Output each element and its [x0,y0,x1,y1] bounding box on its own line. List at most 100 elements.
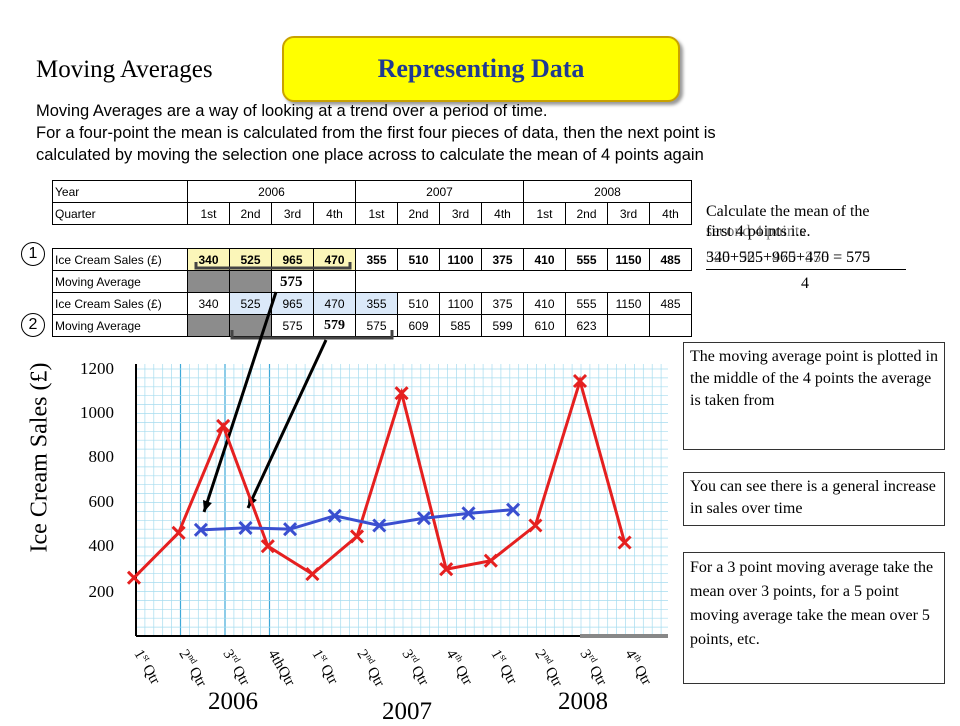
sales-point [349,529,365,544]
intro-text: Moving Averages are a way of looking at … [36,100,936,166]
moving-average-point [372,518,387,533]
x-tick-label: 3rd Qtr [397,646,433,689]
arrow-second-average-head [248,496,257,508]
point-mark [506,502,521,517]
sales-cell: 1150 [607,248,650,271]
x-tick-label: 3rd Qtr [219,646,255,689]
plot-area [136,364,668,636]
year-cell: 2007 [355,180,524,203]
empty-cell [649,314,692,337]
fraction-bar [706,269,906,270]
header-table: Year 2006 2007 2008 Quarter 1st 2nd 3rd … [52,180,692,225]
sales-cell: 555 [565,248,608,271]
quarter-cell: 4th [313,202,356,225]
point-mark [171,525,186,540]
empty-cell [229,270,272,293]
calculation-line: Calculate the mean of the [706,203,870,220]
moving-average-row: Moving Average 575 579 575 609 585 599 6… [52,314,692,337]
empty-cell [440,271,482,293]
point-mark [394,386,409,401]
y-axis-title: Ice Cream Sales (£) [26,362,53,553]
formula-text: 525+965+470+355 = 579 [706,249,871,266]
empty-cell [229,314,272,337]
year-label-2008: 2008 [558,688,608,715]
sales-label: Ice Cream Sales (£) [52,292,188,315]
empty-cell [398,271,440,293]
moving-average-label: Moving Average [52,314,188,337]
point-mark [193,522,208,537]
sales-cell: 410 [523,248,566,271]
point-mark [483,553,498,568]
ma-cell: 609 [397,314,440,337]
point-mark [461,506,476,521]
chart-series [126,373,632,585]
point-mark [216,418,231,433]
year-cell: 2008 [523,180,692,203]
point-mark [305,567,320,582]
point-mark [216,418,231,433]
sales-cell: 340 [187,292,230,315]
point-mark [327,508,342,523]
point-mark [238,520,253,535]
empty-cell [313,270,356,293]
ma-cell: 579 [313,314,356,337]
ma-cell: 575 [271,314,314,337]
point-mark [439,562,454,577]
sales-cell: 1100 [439,292,482,315]
tick-text: Qtr [227,659,253,689]
x-tick-label: 1st Qtr [130,646,165,688]
title-banner: Representing Data [282,36,680,102]
moving-average-label: Moving Average [52,270,188,293]
x-tick-label: 3rd Qtr [576,646,612,689]
tick-text: Qtr [628,659,654,689]
sales-point [171,525,186,540]
sales-cell: 965 [271,248,314,271]
point-mark [528,518,543,533]
x-tick-label: 2nd Qtr [531,646,568,690]
empty-cell [524,271,566,293]
sales-cell: 355 [355,248,398,271]
year-row: Year 2006 2007 2008 [52,180,692,203]
tick-text: Qtr [540,661,566,690]
sales-cell: 965 [271,292,314,315]
example-1-table: Ice Cream Sales (£) 340 525 965 470 355 … [52,248,692,293]
sales-row: Ice Cream Sales (£) 340 525 965 470 355 … [52,248,692,271]
point-mark [193,522,208,537]
point-mark [283,522,298,537]
empty-cell [356,271,398,293]
sales-cell: 525 [229,292,272,315]
ma-cell: 610 [523,314,566,337]
moving-average-point [283,522,298,537]
year-label-2007: 2007 [382,698,432,725]
point-mark [327,508,342,523]
sales-point [483,553,498,568]
tick-text: Qtr [583,659,610,689]
sales-point [305,567,320,582]
point-mark [506,502,521,517]
sales-point [572,373,588,389]
sales-cell: 510 [397,292,440,315]
sales-point [126,570,142,585]
arrow-first-average-head [202,500,212,512]
quarter-cell: 3rd [607,202,650,225]
sales-point [260,539,275,554]
empty-cell [482,271,524,293]
sales-cell: 485 [649,292,692,315]
point-mark [617,535,632,550]
ma-cell: 623 [565,314,608,337]
step-2-marker: 2 [21,313,45,337]
point-mark [439,562,454,577]
sales-cell: 1100 [439,248,482,271]
calculation-line: second 4 points [706,223,806,240]
point-mark [260,539,275,554]
quarter-cell: 2nd [397,202,440,225]
tick-text: Qtr [449,659,476,689]
tick-text: Qtr [493,658,520,688]
empty-cell [187,270,230,293]
year-label: Year [52,180,188,203]
step-1-marker: 1 [21,242,45,266]
trend-callout: You can see there is a general increase … [683,472,945,526]
tick-text: Qtr [405,659,432,689]
sales-cell: 1150 [607,292,650,315]
sales-point [528,518,543,533]
